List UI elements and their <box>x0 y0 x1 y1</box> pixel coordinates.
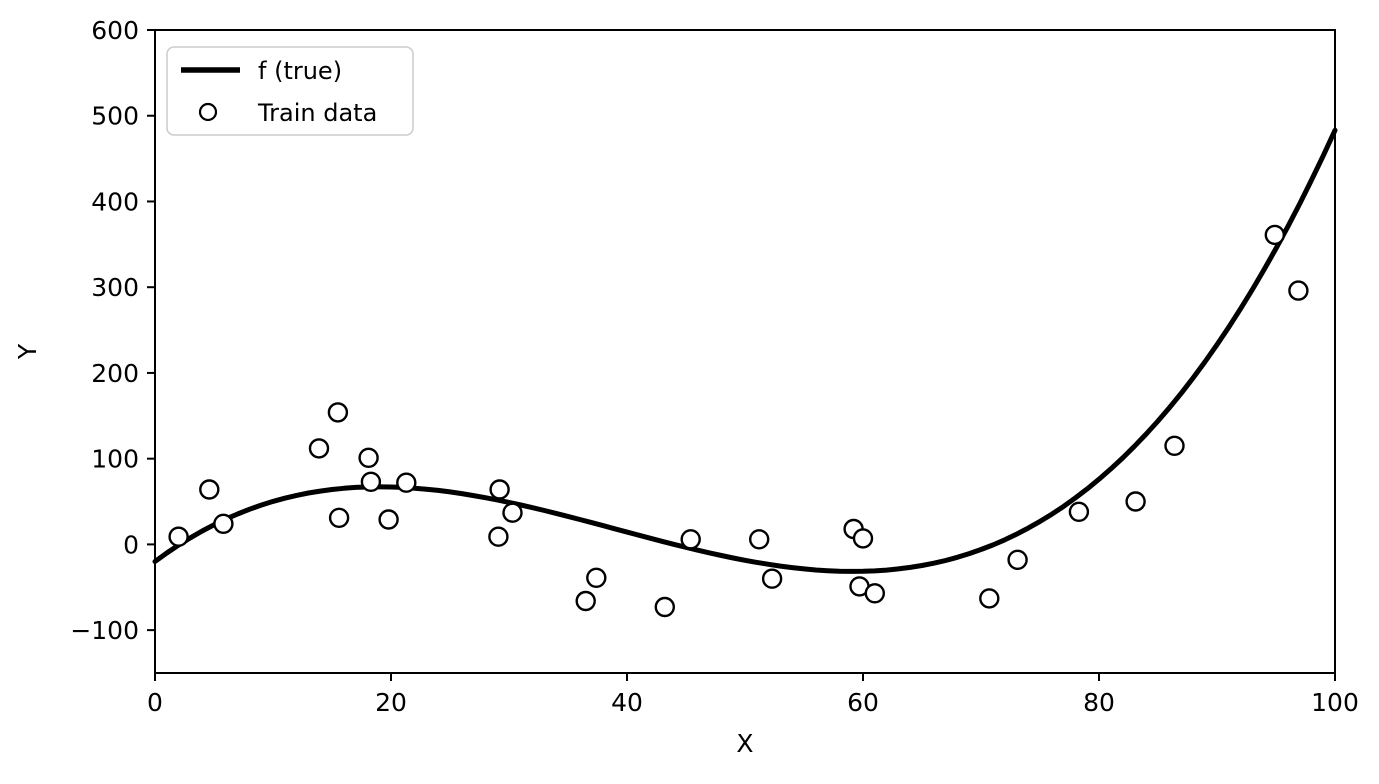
y-axis-tick-label: 0 <box>123 530 139 559</box>
x-axis-label: X <box>736 729 753 758</box>
legend-label-f-true: f (true) <box>258 57 342 85</box>
train-data-point <box>586 567 607 588</box>
train-data-point <box>1007 549 1028 570</box>
train-data-point <box>864 583 885 604</box>
train-data-point <box>358 447 379 468</box>
y-axis-tick-label: 500 <box>91 102 139 131</box>
y-axis-tick-label: 200 <box>91 359 139 388</box>
legend-label-train-data: Train data <box>257 99 377 127</box>
x-axis-tick-label: 40 <box>611 688 643 717</box>
y-axis-label: Y <box>13 343 42 360</box>
x-axis-tick-label: 80 <box>1083 688 1115 717</box>
train-data-point <box>1125 491 1146 512</box>
train-data-point <box>761 568 783 589</box>
x-axis-tick-label: 100 <box>1311 688 1359 717</box>
train-data-point <box>1068 501 1090 522</box>
train-data-point <box>396 472 417 493</box>
train-data-point <box>213 513 234 534</box>
plot-area-border <box>154 29 1336 674</box>
train-data-point <box>489 479 510 500</box>
train-data-point <box>852 528 874 549</box>
train-data-point <box>378 509 399 530</box>
train-data-point <box>680 529 701 550</box>
train-data-point <box>327 402 349 423</box>
y-axis-tick-label: 600 <box>91 16 139 45</box>
train-data-point <box>1288 280 1309 301</box>
x-axis-tick-label: 20 <box>375 688 407 717</box>
train-data-point <box>360 471 382 492</box>
train-data-point <box>575 590 596 612</box>
train-data-point <box>1164 435 1185 456</box>
y-axis-tick-label: 300 <box>91 273 139 302</box>
x-axis-tick-label: 0 <box>147 688 163 717</box>
train-data-point <box>308 438 330 459</box>
train-data-point <box>979 588 1000 609</box>
true-function-curve <box>152 127 1338 574</box>
legend-marker-sample <box>198 102 218 122</box>
train-data-point <box>1264 224 1286 246</box>
y-axis-tick-label: −100 <box>70 616 139 645</box>
y-axis-tick-label: 400 <box>91 187 139 216</box>
train-data-point <box>502 502 523 523</box>
train-data-point <box>654 596 675 618</box>
x-axis-tick-label: 60 <box>847 688 879 717</box>
train-data-point <box>749 529 770 550</box>
train-data-point <box>328 507 350 528</box>
train-data-point <box>488 526 509 547</box>
y-axis-tick-label: 100 <box>91 445 139 474</box>
train-data-point <box>199 479 220 500</box>
train-data-point <box>168 526 189 547</box>
